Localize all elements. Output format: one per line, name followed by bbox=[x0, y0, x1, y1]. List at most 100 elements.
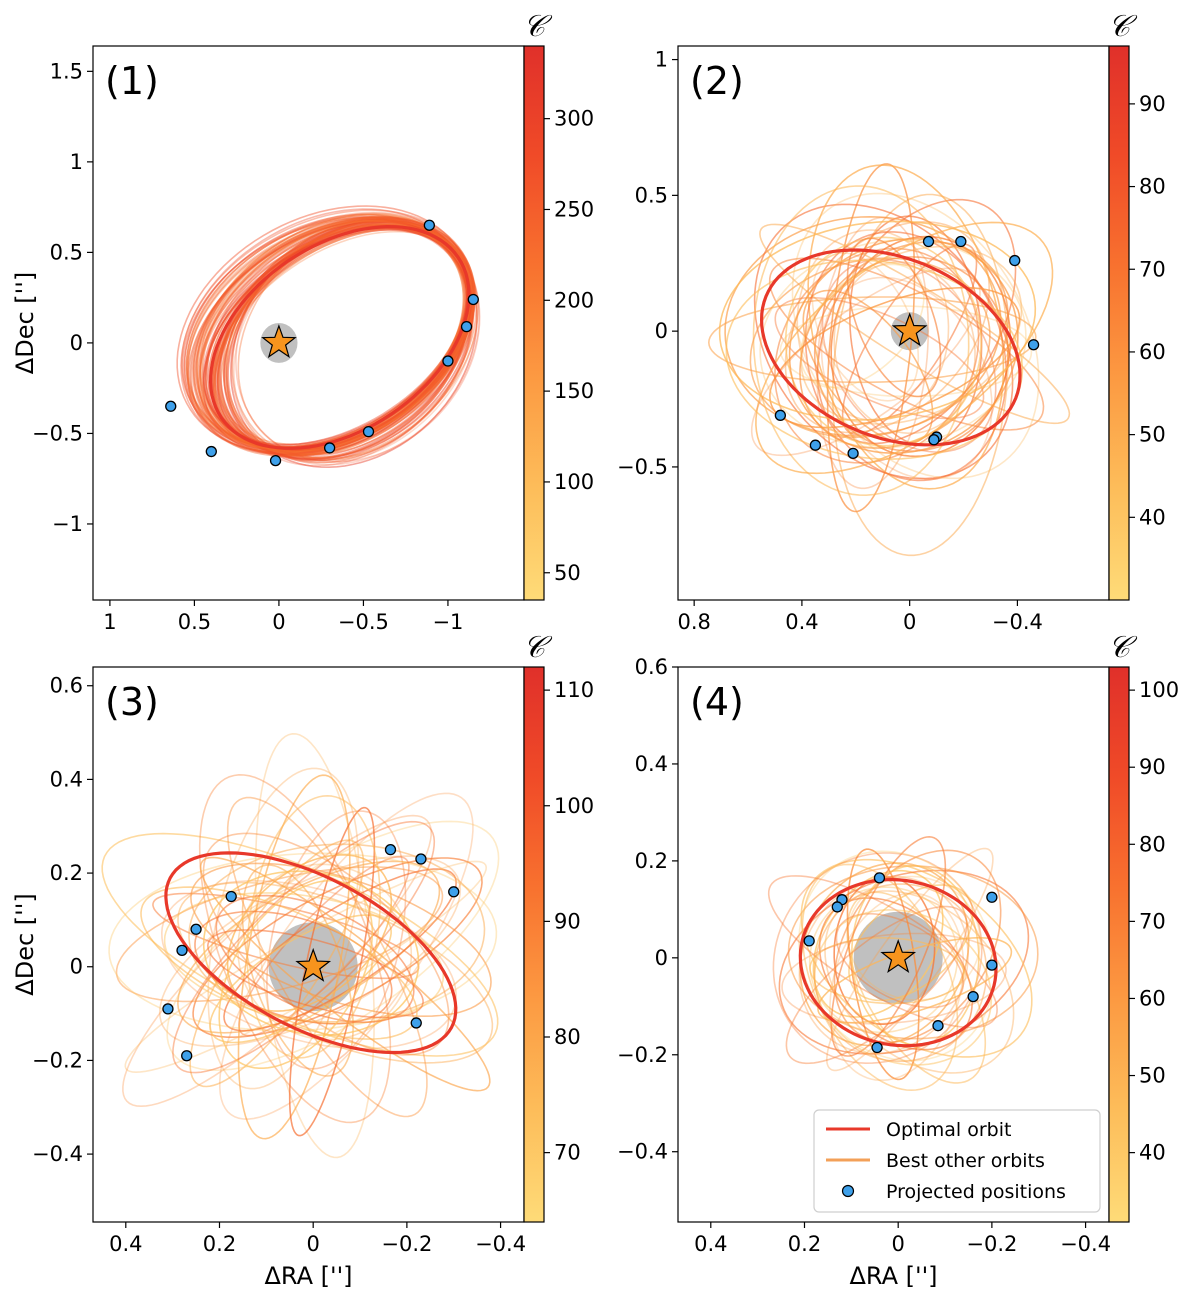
projected-position bbox=[460, 320, 473, 333]
other-orbit bbox=[833, 261, 976, 434]
other-orbit bbox=[158, 855, 462, 1047]
panel-label: (3) bbox=[105, 680, 159, 724]
y-tick-label: 0.4 bbox=[635, 752, 668, 776]
projected-position bbox=[871, 1041, 883, 1054]
projected-position bbox=[225, 890, 237, 903]
projected-position bbox=[922, 235, 935, 248]
plot-area bbox=[707, 163, 1071, 557]
colorbar-tick-label: 250 bbox=[554, 197, 594, 221]
other-orbit bbox=[254, 732, 375, 1159]
projected-position bbox=[384, 844, 397, 856]
other-orbit bbox=[725, 259, 1024, 460]
other-orbit bbox=[202, 227, 468, 446]
other-orbit bbox=[824, 890, 1015, 1074]
plot-area bbox=[101, 732, 500, 1159]
colorbar-tick-label: 80 bbox=[1139, 832, 1166, 856]
x-tick-label: 0.5 bbox=[178, 610, 211, 634]
other-orbit bbox=[774, 297, 985, 420]
orbits-layer bbox=[101, 732, 500, 1159]
colorbar-tick-label: 80 bbox=[1139, 175, 1166, 199]
other-orbit bbox=[813, 883, 988, 1063]
projected-position bbox=[928, 434, 940, 446]
optimal-orbit bbox=[208, 224, 471, 450]
colorbar-tick-label: 60 bbox=[1139, 340, 1166, 364]
x-tick-label: 0 bbox=[272, 610, 285, 634]
other-orbit bbox=[848, 884, 974, 1002]
other-orbit bbox=[813, 256, 1009, 452]
other-orbit bbox=[769, 286, 1021, 429]
other-orbit bbox=[207, 767, 360, 1090]
other-orbit bbox=[768, 257, 1045, 431]
colorbar-title: 𝒞 bbox=[1108, 9, 1138, 44]
y-tick-label: −0.4 bbox=[32, 1142, 83, 1166]
other-orbit bbox=[181, 217, 468, 452]
colorbar-tick-label: 100 bbox=[554, 794, 594, 818]
y-tick-label: 0.5 bbox=[635, 183, 668, 207]
panel-2: 0.8 0.4 0 −0.4 −0.5 0 0.5 1 (2) 𝒞 40 50 60 70 80 90 bbox=[617, 9, 1166, 634]
legend-points-swatch bbox=[841, 1184, 855, 1198]
other-orbit bbox=[186, 215, 476, 456]
plot-frame bbox=[93, 46, 524, 600]
projected-position bbox=[1009, 254, 1021, 267]
other-orbit bbox=[202, 870, 420, 1036]
other-orbit bbox=[194, 910, 393, 1025]
x-tick-label: −0.4 bbox=[1060, 1232, 1111, 1256]
other-orbit bbox=[199, 219, 475, 452]
colorbar-tick-label: 70 bbox=[1139, 909, 1166, 933]
projected-position bbox=[955, 235, 967, 248]
y-tick-label: 0.6 bbox=[635, 655, 668, 679]
other-orbit bbox=[233, 219, 478, 464]
projected-position bbox=[323, 442, 336, 454]
orbits-layer bbox=[165, 205, 481, 469]
other-orbit bbox=[809, 937, 966, 1005]
other-orbit bbox=[785, 905, 968, 1065]
y-tick-label: 0 bbox=[655, 946, 668, 970]
colorbar-tick-label: 50 bbox=[554, 561, 581, 585]
projected-position bbox=[986, 891, 998, 903]
y-tick-label: 0 bbox=[655, 319, 668, 343]
star-icon bbox=[295, 947, 332, 982]
other-orbit bbox=[778, 869, 1030, 1055]
other-orbit bbox=[176, 205, 473, 454]
colorbar-title: 𝒞 bbox=[523, 630, 553, 665]
other-orbit bbox=[124, 860, 488, 1074]
other-orbit bbox=[203, 229, 468, 446]
other-orbit bbox=[779, 305, 1033, 398]
other-orbit bbox=[199, 216, 465, 452]
axes-layer: 0.4 0.2 0 −0.2 −0.4 −0.4 −0.2 0 0.2 0.4 0.6 bbox=[617, 655, 1111, 1256]
x-tick-label: −0.4 bbox=[992, 610, 1043, 634]
y-tick-label: −0.2 bbox=[32, 1048, 83, 1072]
other-orbit bbox=[813, 909, 993, 1066]
other-orbit bbox=[781, 932, 1007, 1025]
y-tick-label: 0.2 bbox=[635, 849, 668, 873]
other-orbit bbox=[750, 267, 981, 457]
other-orbit bbox=[833, 876, 936, 1025]
other-orbit bbox=[767, 875, 998, 1029]
other-orbit bbox=[788, 237, 1019, 454]
other-orbit bbox=[798, 875, 969, 1055]
x-tick-label: 0 bbox=[903, 610, 916, 634]
other-orbit bbox=[210, 227, 475, 453]
other-orbit bbox=[211, 227, 467, 453]
x-tick-label: 0.2 bbox=[788, 1232, 821, 1256]
other-orbit bbox=[825, 847, 994, 1072]
x-tick-label: 0.4 bbox=[694, 1232, 727, 1256]
other-orbit bbox=[166, 820, 500, 1072]
projected-position bbox=[362, 425, 375, 438]
other-orbit bbox=[226, 796, 428, 1118]
x-tick-label: −0.5 bbox=[338, 610, 389, 634]
other-orbit bbox=[212, 223, 470, 455]
projected-position bbox=[205, 445, 217, 458]
colorbar-tick-label: 50 bbox=[1139, 1064, 1166, 1088]
y-tick-label: −0.5 bbox=[32, 421, 83, 445]
x-tick-label: 0 bbox=[891, 1232, 904, 1256]
projected-position bbox=[847, 447, 859, 460]
y-tick-label: 0.2 bbox=[50, 861, 83, 885]
projected-position bbox=[415, 853, 427, 865]
other-orbit bbox=[759, 239, 1027, 449]
x-tick-label: 0.4 bbox=[109, 1232, 142, 1256]
projected-position bbox=[774, 409, 787, 421]
colorbar-tick-label: 90 bbox=[554, 909, 581, 933]
colorbar: 𝒞 50 100 150 200 250 300 bbox=[523, 9, 594, 601]
projected-position bbox=[190, 923, 202, 935]
